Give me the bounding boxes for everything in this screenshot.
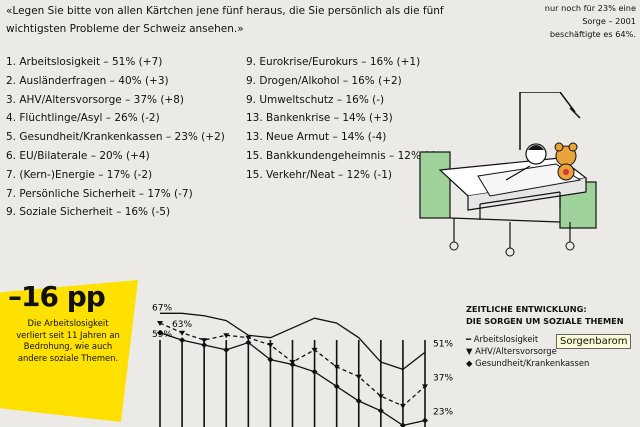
list-item: 6. EU/Bilaterale – 20% (+4) (6, 149, 150, 162)
data-point (201, 338, 208, 344)
data-point (245, 335, 252, 341)
data-point (179, 337, 186, 344)
list-item: 9. Umweltschutz – 16% (-) (246, 93, 385, 106)
data-point (201, 341, 208, 348)
legend-item: ━ Arbeitslosigkeit (466, 334, 539, 344)
data-point (355, 398, 362, 405)
list-item: 15. Verkehr/Neat – 12% (-1) (246, 168, 392, 181)
data-label: 67% (152, 303, 172, 313)
list-item: 9. Soziale Sicherheit – 16% (-5) (6, 206, 171, 219)
list-item: 4. Flüchtlinge/Asyl – 26% (-2) (6, 112, 160, 125)
list-item: 7. Persönliche Sicherheit – 17% (-7) (6, 187, 193, 200)
ranking-list-right: 9. Eurokrise/Eurokurs – 16% (+1) 9. Drog… (246, 53, 436, 185)
data-point (399, 422, 406, 427)
speech-bubble-text: nur noch für 23% eine Sorge – 2001 besch… (544, 3, 636, 39)
legend-item: ▼ AHV/Altersvorsorge (466, 346, 557, 356)
data-point (333, 383, 340, 390)
chart-legend: ━ Arbeitslosigkeit ▼ AHV/Altersvorsorge … (466, 333, 589, 369)
data-point (333, 364, 340, 370)
data-point (377, 407, 384, 414)
data-label: 23% (433, 408, 453, 418)
list-item: 1. Arbeitslosigkeit – 51% (+7) (6, 56, 163, 68)
data-point (267, 342, 274, 348)
series-line (160, 312, 426, 371)
data-point (223, 333, 230, 339)
list-item: 9. Drogen/Alkohol – 16% (+2) (246, 74, 402, 87)
survey-question: «Legen Sie bitte von allen Kärtchen jene… (6, 5, 444, 35)
list-item: 15. Bankkundengeheimnis – 12% (-) (246, 149, 437, 162)
data-point (157, 329, 163, 336)
legend-title-line1: ZEITLICHE ENTWICKLUNG: (466, 304, 587, 314)
list-item: 2. Ausländerfragen – 40% (+3) (6, 74, 169, 87)
tooltip: Sorgenbarom (556, 334, 632, 349)
data-label: 37% (433, 373, 453, 383)
list-item: 13. Bankenkrise – 14% (+3) (246, 112, 393, 125)
legend-label: Arbeitslosigkeit (473, 334, 539, 344)
data-point (422, 417, 428, 424)
list-item: 7. (Kern-)Energie – 17% (-2) (6, 168, 153, 181)
list-item: 13. Neue Armut – 14% (-4) (246, 131, 387, 144)
data-label: 51% (433, 339, 453, 349)
data-point (311, 347, 318, 353)
data-label: 63% (172, 320, 192, 330)
legend-label: AHV/Altersvorsorge (475, 346, 557, 356)
data-point (267, 356, 274, 363)
list-item: 3. AHV/Altersvorsorge – 37% (+8) (6, 93, 184, 106)
legend-title-line2: DIE SORGEN UM SOZIALE THEMEN (466, 316, 624, 326)
yellow-highlight-badge (0, 280, 138, 422)
data-point (311, 368, 318, 375)
data-point (355, 374, 362, 380)
legend-title: ZEITLICHE ENTWICKLUNG: DIE SORGEN UM SOZ… (466, 303, 624, 327)
hospital-bed-illustration (419, 92, 597, 257)
legend-item: ◆ Gesundheit/Krankenkassen (466, 358, 590, 368)
badge-description: Die Arbeitslosigkeit verliert seit 11 Ja… (16, 318, 120, 363)
data-label: 59% (152, 330, 172, 340)
list-item: 5. Gesundheit/Krankenkassen – 23% (+2) (6, 131, 225, 144)
badge-headline: –16 pp (8, 280, 106, 313)
data-point (399, 403, 406, 409)
list-item: 9. Eurokrise/Eurokurs – 16% (+1) (246, 56, 421, 68)
data-point (179, 330, 186, 336)
data-point (157, 321, 163, 327)
data-point (223, 346, 230, 353)
data-point (377, 394, 384, 400)
data-point (289, 361, 296, 368)
legend-label: Gesundheit/Krankenkassen (475, 358, 590, 368)
data-point (422, 384, 428, 390)
data-point (245, 339, 252, 346)
ranking-list-left: 1. Arbeitslosigkeit – 51% (+7) 2. Auslän… (6, 53, 225, 222)
